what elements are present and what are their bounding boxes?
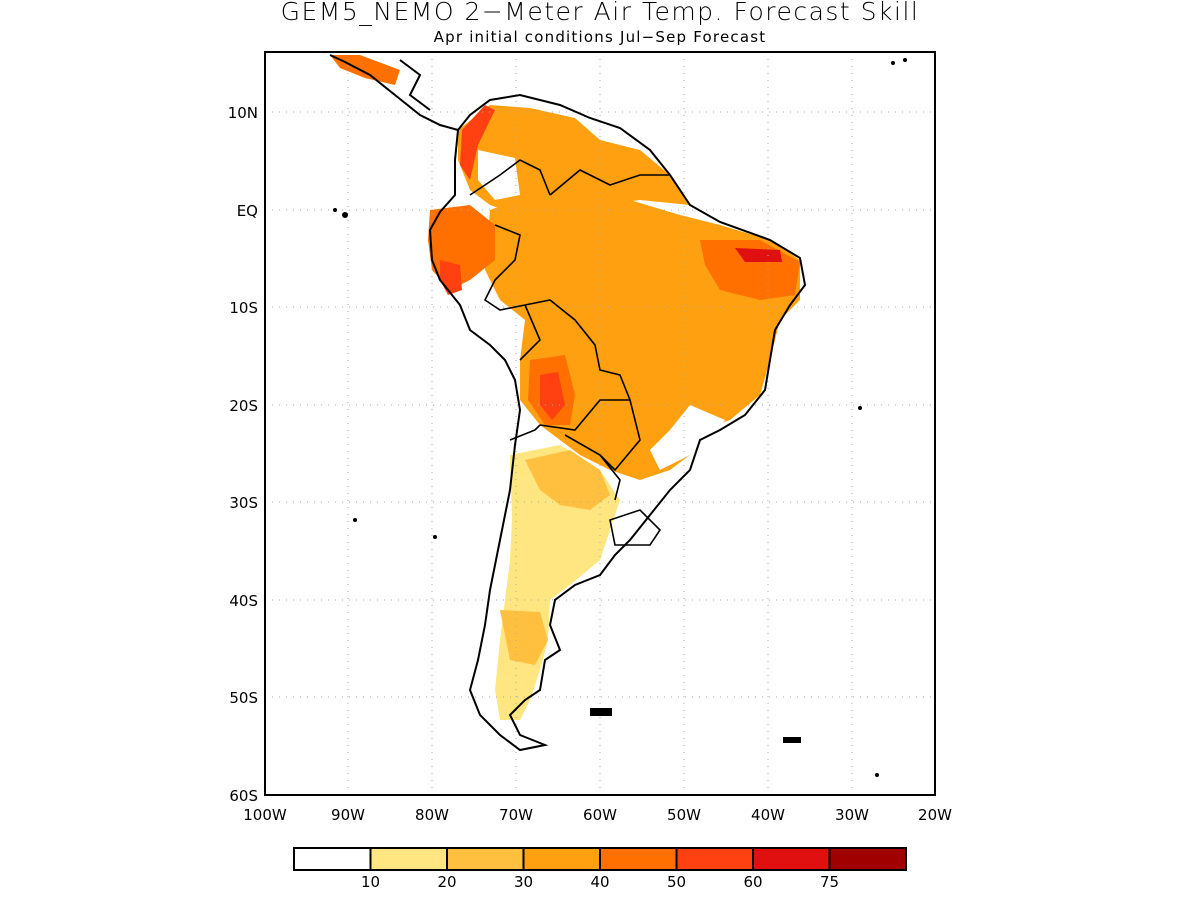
- colorbar-swatch: [675, 847, 754, 871]
- skill-region-ne-brazil-hot: [735, 248, 782, 262]
- lon-label-40w: 40W: [751, 806, 785, 824]
- graticule: [265, 52, 935, 795]
- skill-region-argentina: [525, 450, 610, 510]
- lon-label-100w: 100W: [243, 806, 287, 824]
- map-title: GEM5_NEMO 2−Meter Air Temp. Forecast Ski…: [280, 0, 920, 26]
- colorbar-label: 30: [514, 873, 533, 891]
- colorbar-swatch: [522, 847, 601, 871]
- colorbar-swatch: [828, 847, 907, 871]
- lon-label-20w: 20W: [918, 806, 952, 824]
- lat-label-20s: 20S: [229, 397, 258, 415]
- longitude-labels: 100W 90W 80W 70W 60W 50W 40W 30W 20W: [243, 806, 952, 824]
- colorbar-label: 40: [590, 873, 609, 891]
- lat-label-50s: 50S: [229, 689, 258, 707]
- lon-label-70w: 70W: [499, 806, 533, 824]
- lon-label-30w: 30W: [835, 806, 869, 824]
- central-america-coast: [329, 54, 459, 131]
- colorbar-swatch: [446, 847, 525, 871]
- colorbar-swatch: [599, 847, 678, 871]
- skill-shading: [330, 55, 800, 720]
- central-america-north-coast: [399, 59, 431, 111]
- lat-label-30s: 30S: [229, 494, 258, 512]
- country-borders: [469, 159, 670, 546]
- skill-region-bolivia-hot: [540, 372, 565, 420]
- south-america-coast: [428, 93, 807, 752]
- colorbar-label: 10: [361, 873, 380, 891]
- lat-label-10s: 10S: [229, 299, 258, 317]
- islands: [333, 58, 907, 777]
- lat-label-eq: EQ: [237, 202, 258, 220]
- colorbar-swatch: [752, 847, 831, 871]
- map-subtitle: Apr initial conditions Jul−Sep Forecast: [433, 28, 767, 46]
- lon-label-90w: 90W: [331, 806, 365, 824]
- lat-label-40s: 40S: [229, 592, 258, 610]
- latitude-labels: 10N EQ 10S 20S 30S 40S 50S 60S: [228, 104, 258, 805]
- colorbar-label: 75: [820, 873, 839, 891]
- skill-region-patagonia: [500, 610, 548, 665]
- colorbar-label: 60: [743, 873, 762, 891]
- lat-label-60s: 60S: [229, 787, 258, 805]
- colorbar: 10 20 30 40 50 60 75: [293, 847, 907, 891]
- colorbar-label: 20: [437, 873, 456, 891]
- lat-label-10n: 10N: [228, 104, 258, 122]
- lon-label-80w: 80W: [415, 806, 449, 824]
- colorbar-swatch: [293, 847, 372, 871]
- coastlines: [329, 54, 807, 752]
- lon-label-50w: 50W: [667, 806, 701, 824]
- skill-region-low-brazil-coast: [650, 405, 725, 470]
- lon-label-60w: 60W: [583, 806, 617, 824]
- colorbar-label: 50: [667, 873, 686, 891]
- skill-region-colombia: [460, 105, 495, 180]
- map-frame: [264, 51, 936, 796]
- skill-region-ecuador-hot: [440, 260, 462, 295]
- colorbar-swatch: [369, 847, 448, 871]
